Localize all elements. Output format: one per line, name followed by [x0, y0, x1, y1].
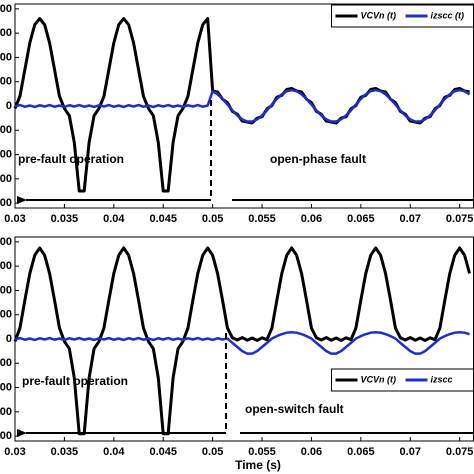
x-tick-label: 0.035	[51, 213, 79, 225]
legend-label: izscc (t)	[431, 10, 465, 20]
x-tick-label: 0.045	[149, 446, 177, 458]
x-tick-label: 0.07	[400, 446, 421, 458]
annotation: open-phase fault	[270, 152, 366, 166]
x-tick-label: 0.035	[51, 446, 79, 458]
y-tick-label: 200	[0, 284, 12, 296]
x-tick-label: 0.05	[202, 213, 223, 225]
x-tick-label: 0.06	[301, 213, 322, 225]
y-tick-label: 100	[0, 76, 12, 88]
x-tick-label: 0.065	[347, 213, 375, 225]
y-tick-label: -300	[0, 406, 12, 418]
y-tick-label: -100	[0, 124, 12, 136]
x-tick-label: 0.05	[202, 446, 223, 458]
y-tick-label: 400	[0, 3, 12, 15]
y-tick-label: 200	[0, 51, 12, 63]
x-tick-label: 0.07	[400, 213, 421, 225]
y-tick-label: -200	[0, 148, 12, 160]
legend-label: VCVn (t)	[361, 374, 397, 384]
y-tick-label: 300	[0, 260, 12, 272]
annotation: pre-fault operation	[22, 374, 128, 388]
y-tick-label: 300	[0, 27, 12, 39]
series-line	[14, 88, 471, 123]
series-line	[13, 246, 471, 436]
x-axis-label: Time (s)	[235, 458, 281, 472]
legend-label: izscc	[431, 374, 453, 384]
x-tick-label: 0.04	[103, 446, 125, 458]
y-tick-label: -100	[0, 357, 12, 369]
annotation: open-switch fault	[245, 402, 344, 416]
y-tick-label: -400	[0, 197, 12, 209]
y-tick-label: 400	[0, 236, 12, 248]
x-tick-label: 0.04	[103, 213, 125, 225]
y-tick-label: -200	[0, 381, 12, 393]
legend-label: VCVn (t)	[361, 10, 397, 20]
x-tick-label: 0.055	[248, 213, 276, 225]
x-tick-label: 0.045	[149, 213, 177, 225]
annotation: pre-fault operation	[18, 152, 124, 166]
x-tick-label: 0.065	[347, 446, 375, 458]
x-tick-label: 0.055	[248, 446, 276, 458]
y-tick-label: -300	[0, 173, 12, 185]
x-tick-label: 0.06	[301, 446, 322, 458]
y-tick-label: 0	[6, 100, 12, 112]
x-tick-label: 0.075	[446, 213, 474, 225]
x-tick-label: 0.075	[446, 446, 474, 458]
x-tick-label: 0.03	[4, 213, 25, 225]
y-tick-label: -400	[0, 430, 12, 442]
y-tick-label: 0	[6, 333, 12, 345]
y-tick-label: 100	[0, 309, 12, 321]
x-tick-label: 0.03	[4, 446, 25, 458]
series-line	[14, 330, 470, 355]
